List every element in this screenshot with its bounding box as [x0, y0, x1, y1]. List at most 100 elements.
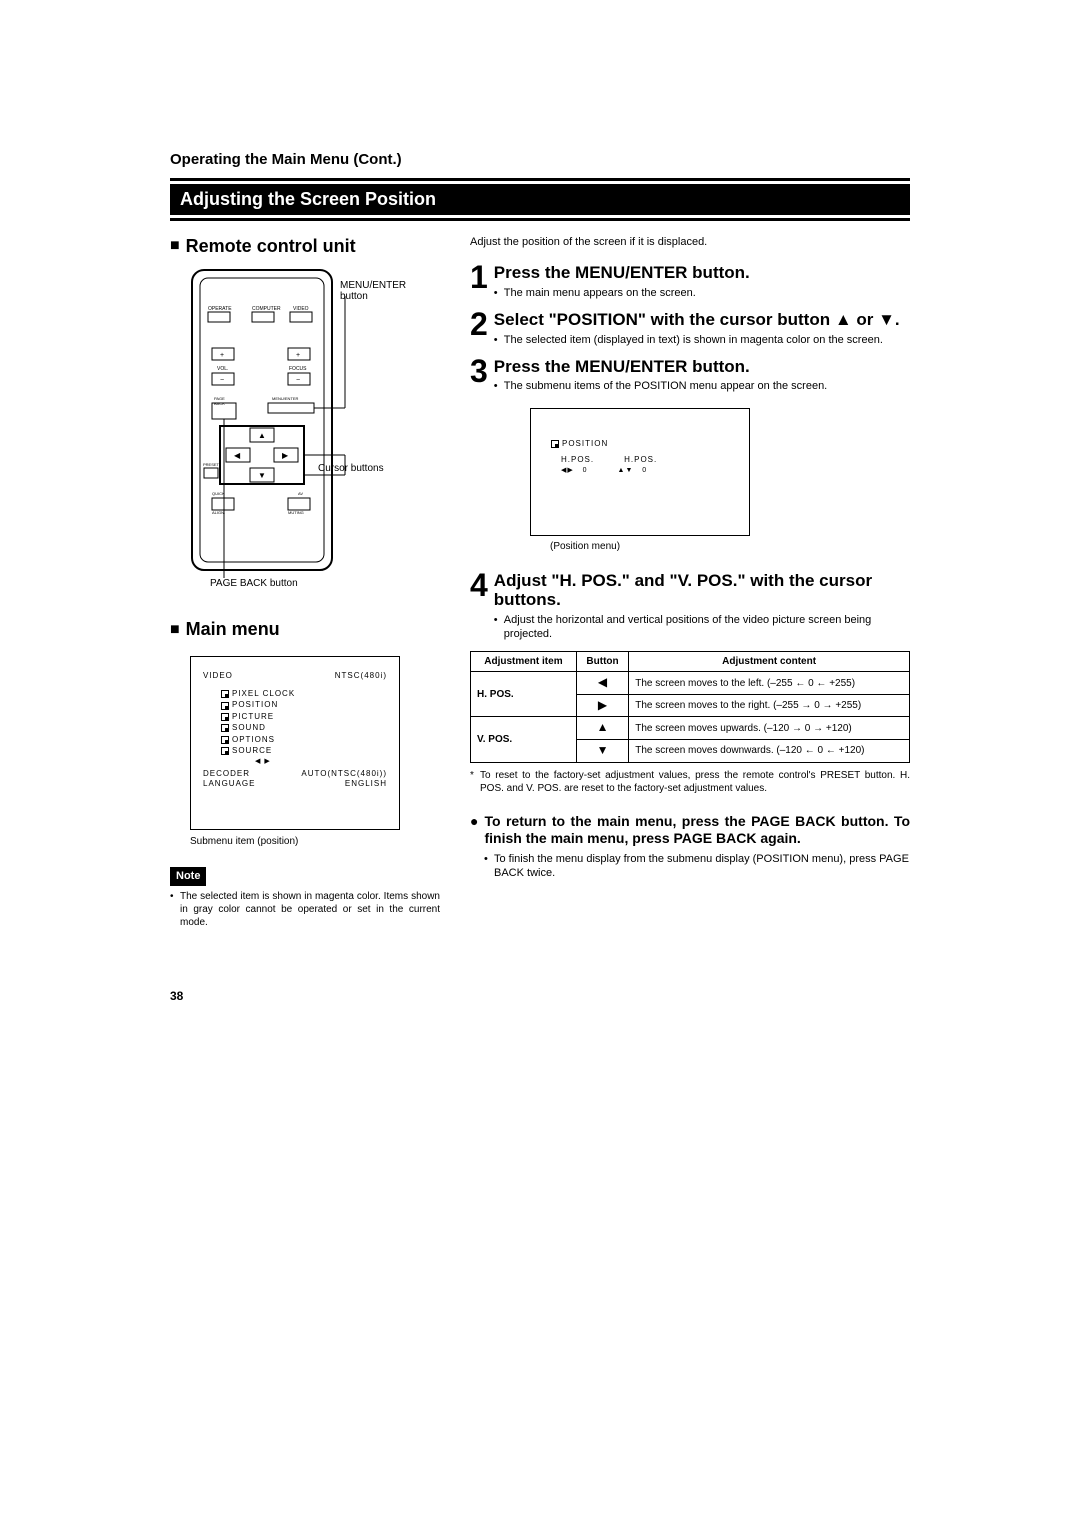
menu-item-icon [221, 690, 229, 698]
td-vpos-up: The screen moves upwards. (–120 → 0 → +1… [629, 717, 910, 740]
td-hpos: H. POS. [471, 672, 577, 717]
mm-item: OPTIONS [221, 735, 387, 745]
svg-text:OPERATE: OPERATE [208, 306, 232, 312]
page-number: 38 [170, 989, 910, 1005]
mm-item-label: OPTIONS [232, 735, 275, 745]
td-right-icon: ▶ [576, 694, 628, 717]
step-4: 4 Adjust "H. POS." and "V. POS." with th… [470, 571, 910, 642]
svg-text:▲: ▲ [258, 431, 266, 440]
svg-text:+: + [220, 352, 224, 359]
mainmenu-diagram: VIDEO NTSC(480i) PIXEL CLOCKPOSITION PICT… [190, 656, 400, 831]
td-hpos-right: The screen moves to the right. (–255 → 0… [629, 694, 910, 717]
step-1-sub: The main menu appears on the screen. [494, 286, 750, 300]
step-3: 3 Press the MENU/ENTER button. The subme… [470, 357, 910, 394]
remote-diagram: OPERATE COMPUTER VIDEO + − VOL. + − FOCU… [190, 268, 360, 588]
label-cursor-buttons: Cursor buttons [318, 463, 398, 474]
menu-item-icon [221, 747, 229, 755]
menu-item-icon [221, 736, 229, 744]
svg-text:AV: AV [298, 491, 303, 496]
breadcrumb: Operating the Main Menu (Cont.) [170, 150, 910, 170]
svg-text:VIDEO: VIDEO [293, 306, 309, 312]
th-item: Adjustment item [471, 652, 577, 672]
step-2-sub: The selected item (displayed in text) is… [494, 333, 900, 347]
svg-text:ALIGN.: ALIGN. [212, 510, 225, 515]
mm-item: SOURCE [221, 746, 387, 756]
posmenu-h: H.POS. [561, 455, 594, 465]
svg-text:QUICK: QUICK [212, 491, 225, 496]
mm-language: LANGUAGE [203, 779, 255, 789]
svg-text:COMPUTER: COMPUTER [252, 306, 281, 312]
posmenu-title: POSITION [562, 439, 608, 449]
intro-text: Adjust the position of the screen if it … [470, 235, 910, 249]
remote-heading: ■ Remote control unit [170, 235, 440, 258]
svg-text:▶: ▶ [282, 451, 289, 460]
posmenu-v-val: 0 [642, 467, 647, 474]
square-icon: ■ [170, 236, 180, 257]
title-bar: Adjusting the Screen Position [170, 178, 910, 221]
mm-item: SOUND [221, 723, 387, 733]
svg-text:BACK: BACK [214, 401, 225, 406]
mm-item-label: PIXEL CLOCK [232, 689, 295, 699]
menu-item-icon [221, 713, 229, 721]
svg-text:◀: ◀ [234, 451, 241, 460]
label-page-back: PAGE BACK button [210, 578, 298, 589]
step-4-head: Adjust "H. POS." and "V. POS." with the … [494, 571, 910, 610]
step-3-head: Press the MENU/ENTER button. [494, 357, 827, 377]
step-1-num: 1 [470, 263, 488, 300]
td-up-icon: ▲ [576, 717, 628, 740]
step-2: 2 Select "POSITION" with the cursor butt… [470, 310, 910, 347]
th-content: Adjustment content [629, 652, 910, 672]
td-vpos-down: The screen moves downwards. (–120 ← 0 ← … [629, 740, 910, 763]
step-1-head: Press the MENU/ENTER button. [494, 263, 750, 283]
step-3-sub: The submenu items of the POSITION menu a… [494, 379, 827, 393]
posmenu-h-val: 0 [583, 467, 588, 474]
mainmenu-heading-text: Main menu [186, 618, 280, 641]
note-label: Note [170, 867, 206, 885]
mm-item-label: PICTURE [232, 712, 274, 722]
mm-item: PICTURE [221, 712, 387, 722]
mm-item: POSITION [221, 700, 387, 710]
step-3-num: 3 [470, 357, 488, 394]
svg-text:+: + [296, 352, 300, 359]
step-4-num: 4 [470, 571, 488, 642]
mainmenu-heading: ■ Main menu [170, 618, 440, 641]
mm-decoder-val: AUTO(NTSC(480i)) [301, 769, 387, 779]
mm-ntsc-label: NTSC(480i) [335, 671, 387, 681]
posmenu-v: H.POS. [624, 455, 657, 465]
menu-item-icon [221, 724, 229, 732]
mm-item-label: SOUND [232, 723, 266, 733]
note-text: The selected item is shown in magenta co… [170, 890, 440, 929]
step-4-sub: Adjust the horizontal and vertical posit… [494, 613, 910, 642]
menu-item-icon [221, 702, 229, 710]
remote-heading-text: Remote control unit [186, 235, 356, 258]
svg-text:MENU/ENTER: MENU/ENTER [272, 396, 299, 401]
svg-text:FOCUS: FOCUS [289, 366, 307, 372]
svg-text:MUTING: MUTING [288, 510, 304, 515]
mm-item: PIXEL CLOCK [221, 689, 387, 699]
adjustment-table: Adjustment item Button Adjustment conten… [470, 651, 910, 762]
svg-text:−: − [296, 377, 300, 384]
svg-text:▼: ▼ [258, 471, 266, 480]
page-title: Adjusting the Screen Position [170, 184, 910, 215]
td-left-icon: ◀ [576, 672, 628, 695]
posmenu-caption: (Position menu) [550, 540, 910, 553]
mm-decoder: DECODER [203, 769, 250, 779]
position-menu-diagram: POSITION H.POS. H.POS. ◀▶ 0 ▲▼ 0 [530, 408, 750, 536]
step-2-num: 2 [470, 310, 488, 347]
square-icon: ■ [170, 620, 180, 641]
step-2-head: Select "POSITION" with the cursor button… [494, 310, 900, 330]
svg-text:VOL.: VOL. [217, 366, 228, 372]
svg-text:−: − [220, 377, 224, 384]
mm-caption: Submenu item (position) [190, 836, 440, 847]
mm-item-label: POSITION [232, 700, 278, 710]
mm-language-val: ENGLISH [345, 779, 387, 789]
step-1: 1 Press the MENU/ENTER button. The main … [470, 263, 910, 300]
bullet-icon: ● [470, 813, 478, 848]
mm-video-label: VIDEO [203, 671, 233, 681]
return-block: ● To return to the main menu, press the … [470, 813, 910, 881]
td-down-icon: ▼ [576, 740, 628, 763]
return-head-text: To return to the main menu, press the PA… [484, 813, 910, 848]
th-button: Button [576, 652, 628, 672]
menu-item-icon [551, 440, 559, 448]
asterisk-note: To reset to the factory-set adjustment v… [470, 769, 910, 795]
